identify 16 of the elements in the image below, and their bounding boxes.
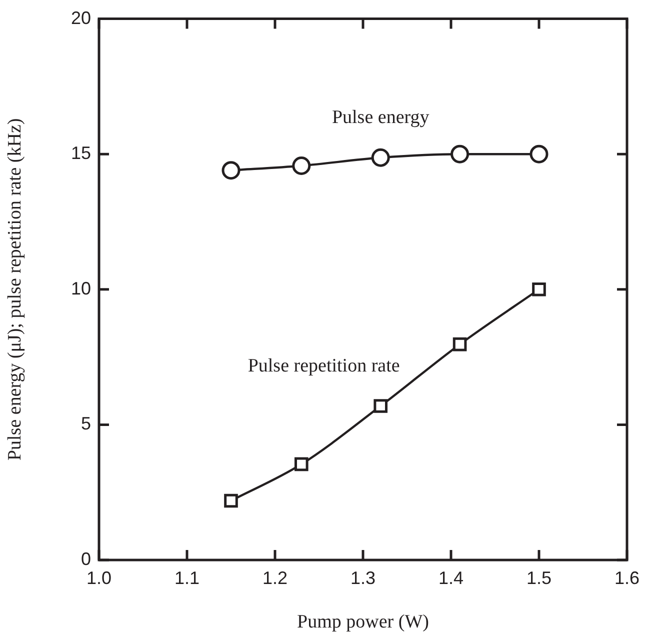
y-tick-label: 5 xyxy=(80,414,91,434)
x-tick-label: 1.5 xyxy=(526,568,552,588)
x-tick-label: 1.3 xyxy=(350,568,376,588)
series-label: Pulse energy xyxy=(332,107,430,128)
x-tick-label: 1.0 xyxy=(86,568,112,588)
x-tick-label: 1.4 xyxy=(438,568,464,588)
y-tick-label: 10 xyxy=(70,278,91,298)
x-tick-label: 1.1 xyxy=(174,568,200,588)
x-tick-label: 1.6 xyxy=(614,568,640,588)
y-axis-title: Pulse energy (μJ); pulse repetition rate (kHz) xyxy=(4,118,26,461)
x-axis-title: Pump power (W) xyxy=(297,612,429,633)
y-tick-label: 0 xyxy=(80,548,91,569)
y-tick-label: 15 xyxy=(70,143,91,164)
y-tick-label: 20 xyxy=(70,8,91,28)
series-label: Pulse repetition rate xyxy=(248,355,400,376)
x-tick-label: 1.2 xyxy=(262,568,288,588)
